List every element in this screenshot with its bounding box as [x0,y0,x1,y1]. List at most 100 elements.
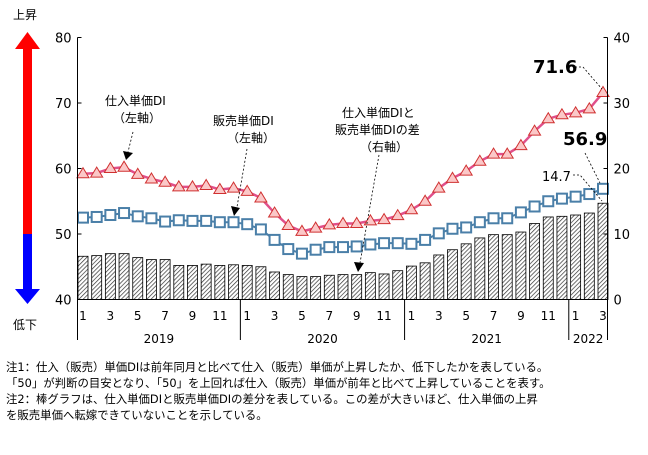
month-tick-label: 3 [107,309,115,323]
sales-di-point [282,243,295,256]
month-tick-label: 9 [517,309,525,323]
diff-bar [269,271,280,300]
left-tick-label: 60 [55,163,72,178]
sales-di-leader [236,148,248,208]
month-tick-label: 7 [325,309,333,323]
month-tick-label: 1 [243,309,251,323]
purchase-di-point [555,107,569,120]
diff-bar [433,254,445,300]
left-tick-label: 80 [55,32,72,47]
purchase-di-point [240,184,255,196]
sales-di-point [569,190,582,203]
diff-bar [146,259,157,300]
sales-di-point [241,218,254,231]
diff-bar [132,257,144,300]
left-tick-label: 50 [55,228,72,243]
month-tick-label: 3 [435,309,443,323]
purchase-di-label-1: 仕入単価DI [105,94,166,108]
sales-di-arrowhead [231,206,240,216]
purchase-di-point [418,194,432,206]
purchase-di-point [322,217,337,230]
purchase-di-point [596,85,610,98]
sales-di-point [337,241,349,254]
purchase-di-point [514,138,528,151]
purchase-di-point [185,179,200,192]
purchase-di-arrowhead [123,151,133,160]
month-tick-label: 1 [79,309,87,323]
sales-di-point [460,221,473,234]
purchase-di-point [171,179,186,192]
sales-di-point [405,237,418,250]
diff-bar [241,265,253,300]
diff-bar [597,202,609,300]
sales-di-point [446,222,459,235]
sales-di-point [583,188,596,201]
diff-bar [488,234,499,300]
sales-di-point [542,195,555,208]
arrow-down-head [15,289,40,304]
right-tick-label: 0 [614,294,622,309]
purchase-di-point [431,181,446,193]
note-2-line-2: を販売単価へ転嫁できていないことを示している。 [6,408,268,422]
diff-bar [200,263,212,300]
diff-bar [187,265,198,300]
purchase-di-point [144,172,159,184]
diff-bar [282,274,294,300]
purchase-di-point [199,178,214,191]
sales-di-point [323,241,336,254]
sales-di-point [501,212,514,225]
diff-bar [529,223,540,300]
last-sales-value: 56.9 [563,129,607,150]
purchase-di-point [459,164,474,176]
right-tick-label: 10 [614,228,631,243]
sales-di-point [186,214,199,227]
sales-di-point [254,223,267,236]
purchase-di-point [295,224,309,236]
arrow-up-head [15,32,40,49]
month-tick-label: 11 [212,309,227,323]
sales-di-point [118,207,131,220]
diff-bar [323,274,335,300]
purchase-di-point [76,166,90,179]
month-tick-label: 11 [541,309,556,323]
sales-di-point [432,227,445,240]
diff-bar [474,237,486,300]
sales-di-point [487,212,500,225]
sales-di-point [364,238,377,251]
right-tick-label: 20 [614,163,631,178]
diff-bar [255,266,267,300]
sales-di-point [159,215,172,228]
sales-di-point [514,206,527,219]
diff-bar [556,215,568,300]
purchase-di-point [254,191,268,203]
diff-bar [77,255,89,300]
arrow-down-label: 低下 [13,318,37,332]
month-tick-label: 5 [298,309,306,323]
diff-bar [228,264,239,300]
diff-bar [214,265,226,300]
left-tick-label: 70 [55,97,72,112]
sales-di-label-2: （左軸） [227,130,275,145]
sales-di-point [213,216,226,229]
diff-bar [310,276,322,300]
month-tick-label: 7 [490,309,498,323]
purchase-di-point [500,147,515,159]
purchase-di-point [281,218,296,230]
diff-arrowhead [354,262,364,272]
purchase-di-point [117,160,131,172]
diff-bar [91,255,103,300]
diff-bar [296,276,308,300]
purchase-di-point [158,175,172,187]
purchase-di-point [336,216,350,229]
year-label: 2022 [573,332,604,346]
purchase-di-point [390,208,405,221]
diff-bar [364,272,376,300]
sales-di-point [597,182,609,195]
last-sales-leader [584,152,601,184]
diff-bar [173,265,185,300]
notes: 注1：仕入（販売）単価DIは前年同月と比べて仕入（販売）単価が上昇したか、低下し… [6,359,646,423]
note-1-line-1: 注1：仕入（販売）単価DIは前年同月と比べて仕入（販売）単価が上昇したか、低下し… [6,360,549,374]
month-tick-label: 9 [353,309,361,323]
purchase-di-point [445,171,460,183]
